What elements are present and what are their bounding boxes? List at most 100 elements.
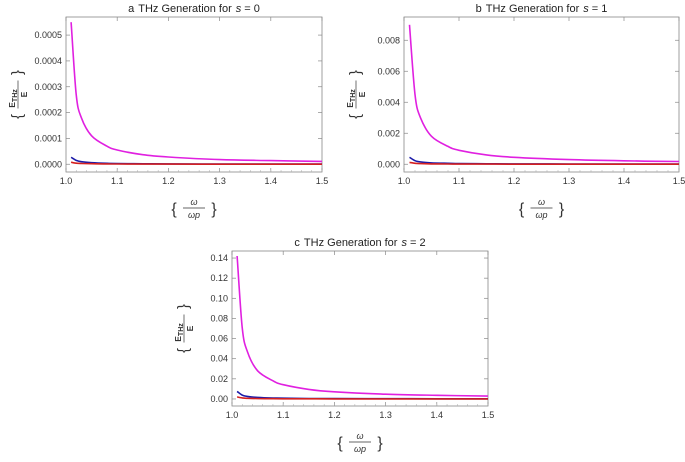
x-tick-label: 1.1 <box>453 176 466 186</box>
title-value: = 1 <box>592 3 608 15</box>
series-line-0 <box>236 255 489 397</box>
x-axis-label: {} ω ωp <box>337 431 383 454</box>
y-label-e: E <box>345 102 355 108</box>
y-tick-label: 0.0004 <box>34 56 62 66</box>
x-tick-label: 1.1 <box>111 176 124 186</box>
x-axis-label: {} ω ωp <box>519 197 565 220</box>
x-label-numerator: ω <box>538 197 545 207</box>
brace-left: { <box>9 114 26 119</box>
y-tick-label: 0.0001 <box>34 133 62 143</box>
y-tick-label: 0.10 <box>210 293 228 303</box>
series-line-0 <box>408 24 680 163</box>
y-tick-label: 0.0002 <box>34 108 62 118</box>
x-label-denominator: ωp <box>188 210 200 220</box>
y-label-sub: THz <box>178 323 185 336</box>
series-line-2 <box>409 161 679 165</box>
brace-right: } <box>377 435 383 452</box>
brace-right: } <box>347 70 364 75</box>
y-label-denominator: E <box>357 91 367 97</box>
title-value: = 0 <box>244 3 260 15</box>
y-label-denominator: E <box>19 91 29 97</box>
title-text: THz Generation for <box>138 3 232 15</box>
x-tick-label: 1.4 <box>431 410 444 420</box>
chart-panel-a: 1.0 1.1 1.2 1.3 1.4 1.5 0.0000 0.0001 0.0002 0.00… <box>7 3 328 220</box>
y-tick-label: 0.006 <box>377 66 400 76</box>
brace-right: } <box>211 201 217 218</box>
title-prefix: a <box>128 3 135 15</box>
x-tick-label: 1.0 <box>398 176 411 186</box>
y-tick-label: 0.0005 <box>34 30 62 40</box>
x-tick-label: 1.1 <box>277 410 290 420</box>
chart-title: b THz Generation for s = 1 <box>476 3 608 15</box>
title-text: THz Generation for <box>304 237 398 249</box>
title-var: s <box>236 3 242 15</box>
x-label-denominator: ωp <box>354 444 366 454</box>
y-tick-label: 0.12 <box>210 273 228 283</box>
series-line-0 <box>70 22 323 163</box>
y-tick-label: 0.02 <box>210 374 228 384</box>
x-tick-label: 1.2 <box>508 176 521 186</box>
chart-panel-c: 1.0 1.1 1.2 1.3 1.4 1.5 0.00 0.02 0.04 0.06 0.08 0.… <box>173 237 494 454</box>
plot-frame <box>403 16 680 173</box>
plot-frame <box>65 16 323 173</box>
brace-left: { <box>175 348 192 353</box>
x-tick-label: 1.5 <box>482 410 495 420</box>
y-tick-label: 0.004 <box>377 97 400 107</box>
x-tick-label: 1.0 <box>226 410 239 420</box>
x-tick-label: 1.3 <box>213 176 226 186</box>
x-tick-label: 1.5 <box>673 176 685 186</box>
x-tick-label: 1.4 <box>618 176 631 186</box>
title-var: s <box>583 3 589 15</box>
y-label-numerator: ETHz <box>345 89 357 108</box>
y-label-numerator: ETHz <box>173 323 185 342</box>
x-label-numerator: ω <box>190 197 197 207</box>
y-tick-label: 0.0003 <box>34 82 62 92</box>
x-tick-label: 1.3 <box>379 410 392 420</box>
chart-title: a THz Generation for s = 0 <box>128 3 260 15</box>
y-label-e: E <box>7 102 17 108</box>
series-line-2 <box>236 396 488 400</box>
brace-right: } <box>559 201 565 218</box>
y-tick-label: 0.14 <box>210 253 228 263</box>
brace-left: { <box>337 435 343 452</box>
y-tick-label: 0.0000 <box>34 159 62 169</box>
title-text: THz Generation for <box>486 3 580 15</box>
chart-panel-b: 1.0 1.1 1.2 1.3 1.4 1.5 0.000 0.002 0.004 0.006 0.… <box>345 3 685 220</box>
brace-right: } <box>175 304 192 309</box>
x-label-denominator: ωp <box>535 210 547 220</box>
y-tick-label: 0.000 <box>377 159 400 169</box>
x-tick-label: 1.5 <box>316 176 329 186</box>
title-var: s <box>401 237 407 249</box>
y-tick-label: 0.06 <box>210 334 228 344</box>
plot-frame <box>231 250 489 407</box>
y-axis-label: {} ETHz E <box>345 70 367 119</box>
y-tick-label: 0.04 <box>210 354 228 364</box>
y-label-numerator: ETHz <box>7 89 19 108</box>
y-tick-label: 0.00 <box>210 394 228 404</box>
brace-left: { <box>171 201 177 218</box>
brace-left: { <box>519 201 525 218</box>
x-tick-label: 1.4 <box>265 176 278 186</box>
y-axis-label: {} ETHz E <box>7 70 29 119</box>
y-label-e: E <box>173 336 183 342</box>
y-tick-label: 0.08 <box>210 313 228 323</box>
x-axis-label: {} ω ωp <box>171 197 217 220</box>
x-tick-label: 1.2 <box>328 410 341 420</box>
y-tick-label: 0.002 <box>377 128 400 138</box>
x-label-numerator: ω <box>356 431 363 441</box>
brace-left: { <box>347 114 364 119</box>
title-value: = 2 <box>410 237 426 249</box>
y-tick-label: 0.008 <box>377 35 400 45</box>
y-label-sub: THz <box>350 89 357 102</box>
chart-title: c THz Generation for s = 2 <box>294 237 425 249</box>
y-label-sub: THz <box>12 89 19 102</box>
x-tick-label: 1.0 <box>60 176 73 186</box>
title-prefix: c <box>294 237 300 249</box>
brace-right: } <box>9 70 26 75</box>
title-prefix: b <box>476 3 482 15</box>
y-axis-label: {} ETHz E <box>173 304 195 353</box>
x-tick-label: 1.3 <box>563 176 576 186</box>
y-label-denominator: E <box>185 325 195 331</box>
x-tick-label: 1.2 <box>162 176 175 186</box>
